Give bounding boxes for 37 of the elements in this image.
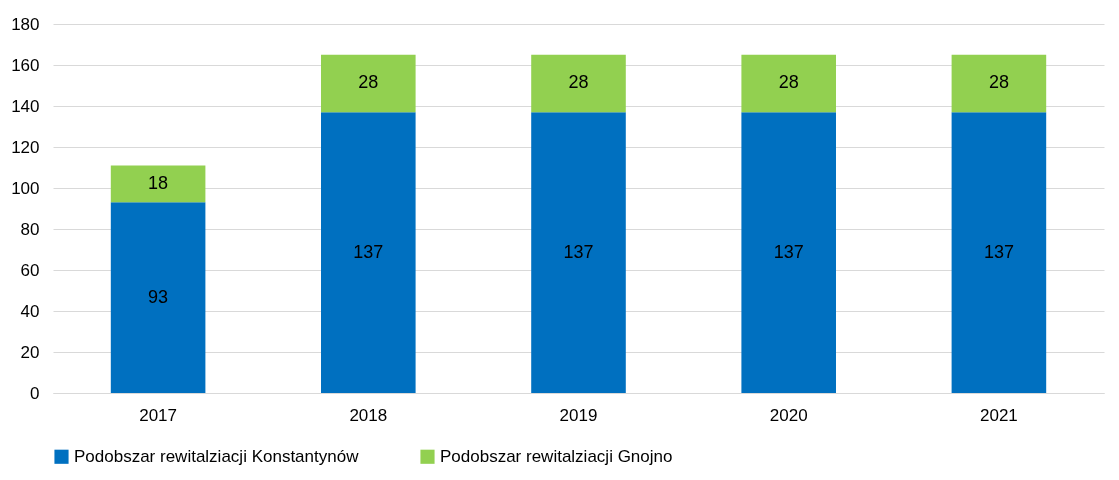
y-tick-label: 60 [20, 260, 40, 280]
y-tick-label: 80 [20, 219, 40, 239]
x-tick-label: 2017 [139, 405, 178, 425]
y-tick-label: 180 [11, 14, 40, 34]
bar [951, 112, 1047, 393]
y-tick-label: 160 [11, 55, 40, 75]
data-label: 18 [148, 172, 169, 193]
data-label: 28 [568, 72, 589, 93]
bar [741, 112, 836, 393]
bar [321, 112, 416, 393]
data-label: 28 [358, 72, 379, 93]
data-label: 137 [983, 241, 1014, 262]
y-tick-label: 0 [30, 383, 40, 403]
y-tick-label: 100 [11, 178, 40, 198]
bar [741, 54, 836, 113]
y-tick-label: 140 [11, 96, 40, 116]
x-tick-label: 2018 [349, 405, 388, 425]
data-label: 137 [353, 241, 384, 262]
bar [531, 54, 626, 113]
x-tick-label: 2021 [979, 405, 1018, 425]
legend-label: Podobszar rewitalziacji Konstantynów [74, 446, 360, 466]
bar [531, 112, 626, 393]
legend-label: Podobszar rewitalziacji Gnojno [440, 446, 673, 466]
data-label: 28 [988, 72, 1009, 93]
x-tick-label: 2020 [769, 405, 808, 425]
bar [321, 54, 416, 113]
bar [951, 54, 1047, 113]
data-label: 137 [773, 241, 804, 262]
bar [110, 202, 206, 393]
data-label: 28 [778, 72, 799, 93]
x-tick-label: 2019 [559, 405, 598, 425]
data-label: 93 [148, 286, 169, 307]
y-tick-label: 20 [20, 342, 40, 362]
y-tick-label: 120 [11, 137, 40, 157]
data-label: 137 [563, 241, 594, 262]
bar [110, 165, 206, 203]
y-tick-label: 40 [20, 301, 40, 321]
